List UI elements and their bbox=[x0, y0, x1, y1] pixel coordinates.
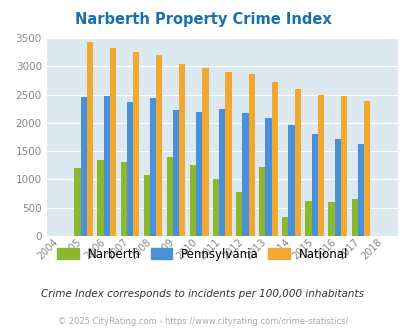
Bar bbox=[143, 175, 149, 236]
Bar bbox=[156, 55, 162, 236]
Bar bbox=[271, 82, 277, 236]
Bar bbox=[363, 101, 369, 236]
Bar bbox=[305, 201, 311, 236]
Bar bbox=[110, 48, 116, 236]
Bar bbox=[351, 199, 357, 236]
Bar bbox=[103, 96, 110, 236]
Bar bbox=[235, 192, 242, 236]
Bar bbox=[317, 95, 323, 236]
Bar bbox=[328, 202, 334, 236]
Bar bbox=[258, 167, 265, 236]
Bar bbox=[212, 179, 219, 236]
Text: Narberth Property Crime Index: Narberth Property Crime Index bbox=[75, 12, 330, 26]
Bar bbox=[149, 98, 156, 236]
Bar bbox=[87, 42, 93, 236]
Bar bbox=[281, 217, 288, 236]
Bar bbox=[80, 97, 87, 236]
Bar bbox=[74, 168, 80, 236]
Bar bbox=[219, 109, 225, 236]
Bar bbox=[334, 139, 340, 236]
Bar bbox=[248, 74, 254, 236]
Bar bbox=[294, 89, 300, 236]
Bar bbox=[311, 134, 317, 236]
Bar bbox=[97, 160, 103, 236]
Bar bbox=[133, 51, 139, 236]
Bar bbox=[202, 69, 208, 236]
Legend: Narberth, Pennsylvania, National: Narberth, Pennsylvania, National bbox=[55, 245, 350, 263]
Bar bbox=[288, 125, 294, 236]
Bar bbox=[357, 144, 363, 236]
Bar bbox=[126, 102, 133, 236]
Bar bbox=[190, 165, 196, 236]
Bar bbox=[242, 113, 248, 236]
Bar bbox=[173, 110, 179, 236]
Bar bbox=[179, 64, 185, 236]
Bar bbox=[225, 72, 231, 236]
Bar bbox=[265, 118, 271, 236]
Text: Crime Index corresponds to incidents per 100,000 inhabitants: Crime Index corresponds to incidents per… bbox=[41, 289, 364, 299]
Bar bbox=[166, 157, 173, 236]
Text: © 2025 CityRating.com - https://www.cityrating.com/crime-statistics/: © 2025 CityRating.com - https://www.city… bbox=[58, 317, 347, 326]
Bar bbox=[340, 96, 346, 236]
Bar bbox=[120, 162, 126, 236]
Bar bbox=[196, 112, 202, 236]
